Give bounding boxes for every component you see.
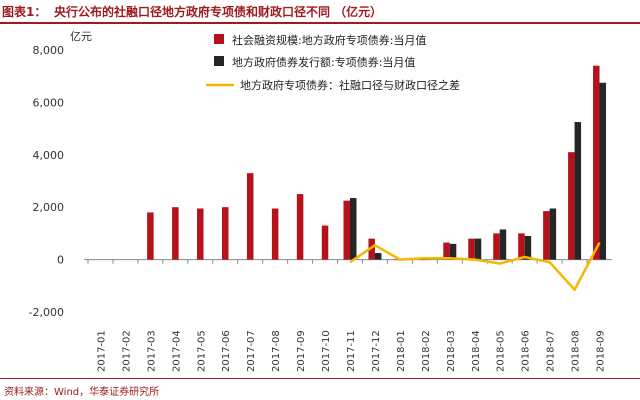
bar-fiscal-issuance: [374, 253, 382, 260]
legend-label: 地方政府债券发行额:专项债券:当月值: [232, 55, 415, 69]
source-note: 资料来源：Wind，华泰证券研究所: [4, 387, 160, 398]
bar-social-financing: [493, 233, 500, 260]
bar-social-financing: [568, 152, 575, 260]
bar-social-financing: [296, 194, 304, 260]
x-tick-label: 2017-01: [96, 330, 107, 372]
x-tick-label: 2017-10: [321, 330, 332, 372]
bar-fiscal-issuance: [549, 208, 557, 260]
bar-social-financing: [343, 200, 350, 260]
x-tick-label: 2018-04: [471, 330, 482, 372]
y-tick-label: -2,000: [29, 306, 64, 319]
line-difference: [349, 241, 601, 291]
x-tick-label: 2018-01: [396, 330, 407, 372]
x-tick-label: 2017-08: [271, 330, 282, 372]
bar-social-financing: [518, 233, 525, 260]
bar-social-financing: [246, 173, 254, 260]
x-tick-label: 2018-07: [546, 330, 557, 372]
x-tick-label: 2018-06: [521, 330, 532, 372]
bar-social-financing: [321, 225, 329, 260]
x-tick-label: 2018-05: [496, 330, 507, 372]
x-tick-label: 2018-09: [596, 330, 607, 372]
x-tick-label: 2017-05: [196, 330, 207, 372]
bar-social-financing: [468, 238, 475, 260]
bar-social-financing: [172, 207, 179, 260]
bar-fiscal-issuance: [474, 238, 482, 260]
bar-fiscal-issuance: [350, 198, 357, 260]
legend-swatch: [214, 34, 224, 44]
x-tick-label: 2017-02: [121, 330, 132, 372]
x-tick-label: 2017-12: [371, 330, 382, 372]
bar-social-financing: [593, 65, 600, 260]
bar-social-financing: [443, 242, 450, 260]
x-tick-label: 2017-06: [221, 330, 232, 372]
y-tick-label: 4,000: [33, 149, 65, 162]
x-tick-label: 2018-02: [421, 330, 432, 372]
x-tick-label: 2017-09: [296, 330, 307, 372]
y-tick-label: 0: [57, 254, 64, 267]
bar-social-financing: [393, 259, 400, 261]
x-tick-label: 2018-03: [446, 330, 457, 372]
figure-header: 图表1： 央行公布的社融口径地方政府专项债和财政口径不同 （亿元）: [0, 0, 640, 24]
bar-fiscal-issuance: [599, 82, 607, 260]
legend-swatch: [214, 56, 224, 66]
x-tick-label: 2017-04: [171, 330, 182, 372]
bar-social-financing: [147, 212, 154, 260]
y-tick-label: 8,000: [33, 44, 65, 57]
legend-label: 社会融资规模:地方政府专项债券:当月值: [232, 33, 426, 47]
bar-social-financing: [271, 208, 279, 260]
x-tick-label: 2017-11: [346, 330, 357, 372]
x-tick-label: 2018-08: [571, 330, 582, 372]
x-tick-label: 2017-03: [146, 330, 157, 372]
legend-label: 地方政府专项债券：社融口径与财政口径之差: [240, 78, 460, 92]
figure-label: 图表1：: [2, 5, 47, 19]
y-tick-label: 2,000: [33, 201, 65, 214]
bar-social-financing: [197, 208, 204, 260]
bar-fiscal-issuance: [574, 122, 582, 260]
y-tick-label: 6,000: [33, 96, 65, 109]
bar-fiscal-issuance: [499, 229, 507, 260]
x-tick-label: 2017-07: [246, 330, 257, 372]
bar-fiscal-issuance: [449, 243, 457, 260]
y-axis-unit: 亿元: [70, 30, 92, 43]
bar-social-financing: [368, 238, 375, 260]
bar-fiscal-issuance: [524, 236, 532, 260]
bar-social-financing: [221, 207, 229, 260]
chart: 亿元 -2,000 0 2,000 4,000 6,000 8,000 2017-01 2017…: [29, 30, 612, 372]
bar-social-financing: [543, 211, 550, 260]
figure-footer: 资料来源：Wind，华泰证券研究所: [0, 378, 640, 400]
figure-title: 央行公布的社融口径地方政府专项债和财政口径不同 （亿元）: [54, 5, 383, 19]
bar-social-financing: [418, 259, 425, 261]
